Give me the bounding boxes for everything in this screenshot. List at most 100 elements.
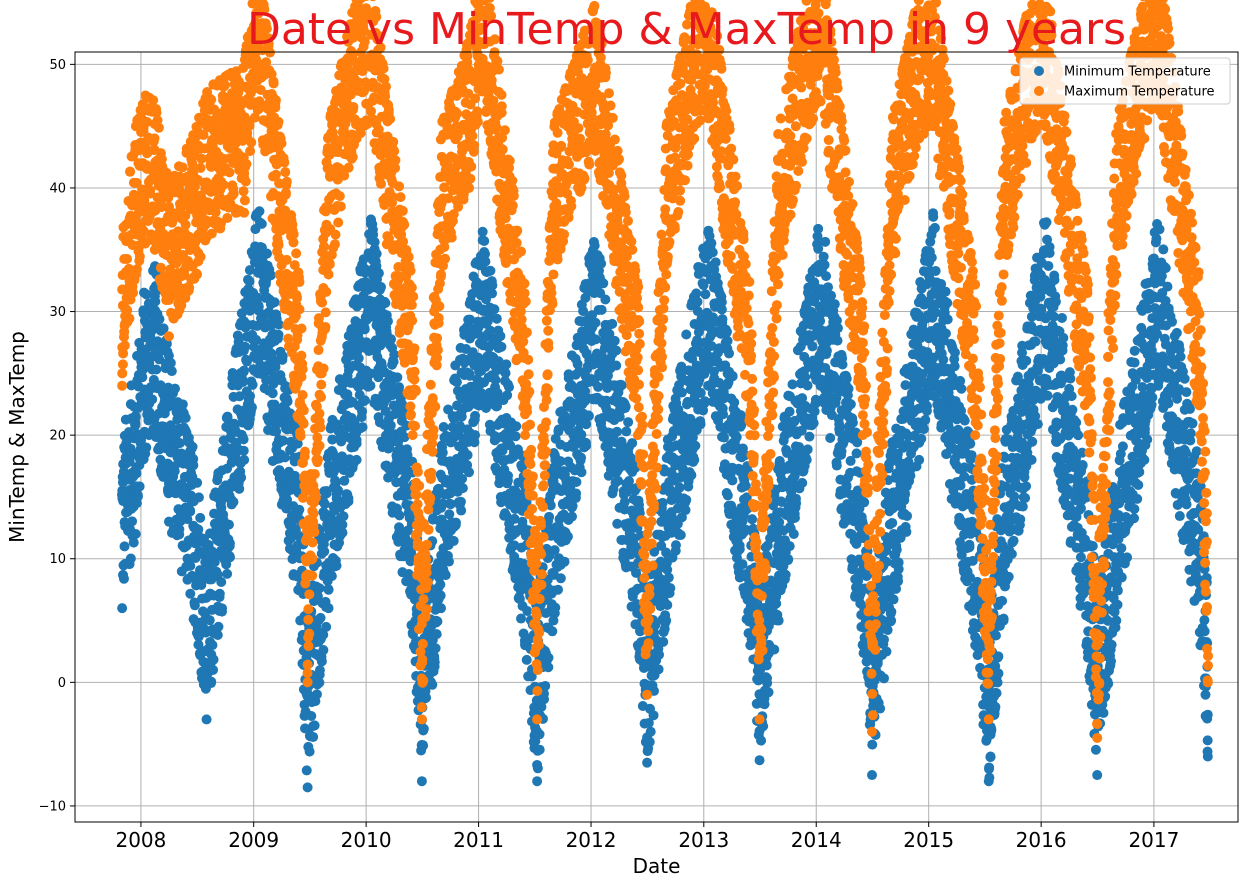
scatter-point — [611, 345, 622, 356]
scatter-point — [596, 258, 607, 269]
scatter-point — [676, 387, 687, 398]
scatter-point — [382, 316, 393, 327]
scatter-point — [238, 434, 249, 445]
scatter-point — [213, 621, 224, 632]
scatter-point — [771, 598, 782, 609]
scatter-point — [208, 664, 219, 675]
scatter-point — [942, 297, 953, 308]
scatter-point — [938, 354, 949, 365]
scatter-point — [304, 746, 315, 757]
scatter-point — [359, 324, 370, 335]
scatter-point — [1073, 430, 1084, 441]
scatter-point — [438, 422, 449, 433]
scatter-point — [267, 388, 278, 399]
scatter-point — [940, 286, 951, 297]
scatter-point — [1129, 513, 1140, 524]
scatter-point — [479, 235, 490, 246]
scatter-point — [165, 357, 176, 368]
scatter-point — [680, 505, 691, 516]
scatter-point — [621, 426, 632, 437]
scatter-point — [137, 372, 148, 383]
scatter-point — [333, 485, 344, 496]
scatter-point — [891, 544, 902, 555]
scatter-point — [956, 383, 967, 394]
scatter-point — [724, 348, 735, 359]
scatter-point — [348, 458, 359, 469]
scatter-point — [881, 646, 892, 657]
scatter-point — [763, 687, 774, 698]
scatter-point — [491, 313, 502, 324]
scatter-point — [727, 371, 738, 382]
scatter-point — [916, 433, 927, 444]
data-point — [642, 757, 653, 768]
scatter-point — [443, 556, 454, 567]
scatter-point — [216, 577, 227, 588]
scatter-point — [253, 301, 264, 312]
scatter-point — [1003, 571, 1014, 582]
scatter-point — [500, 368, 511, 379]
scatter-point — [901, 526, 912, 537]
scatter-point — [330, 475, 341, 486]
scatter-point — [1110, 622, 1121, 633]
scatter-point — [373, 268, 384, 279]
scatter-point — [421, 692, 432, 703]
scatter-point — [707, 247, 718, 258]
scatter-point — [1055, 354, 1066, 365]
scatter-point — [835, 422, 846, 433]
scatter-point — [611, 360, 622, 371]
scatter-point — [802, 380, 813, 391]
scatter-point — [654, 649, 665, 660]
scatter-point — [118, 573, 129, 584]
scatter-point — [900, 489, 911, 500]
scatter-point — [223, 519, 234, 530]
scatter-point — [1058, 332, 1069, 343]
scatter-point — [247, 379, 258, 390]
scatter-point — [1116, 572, 1127, 583]
data-point — [117, 603, 128, 614]
scatter-point — [819, 259, 830, 270]
scatter-point — [681, 494, 692, 505]
scatter-point — [825, 433, 836, 444]
scatter-point — [487, 280, 498, 291]
scatter-point — [648, 710, 659, 721]
scatter-point — [234, 483, 245, 494]
scatter-point — [502, 470, 513, 481]
scatter-point — [244, 391, 255, 402]
scatter-point — [800, 452, 811, 463]
scatter-point — [294, 504, 305, 515]
scatter-point — [571, 477, 582, 488]
scatter-point — [437, 447, 448, 458]
scatter-point — [553, 426, 564, 437]
scatter-point — [1112, 599, 1123, 610]
scatter-point — [596, 304, 607, 315]
scatter-point — [489, 304, 500, 315]
scatter-point — [769, 644, 780, 655]
scatter-point — [534, 744, 545, 755]
scatter-point — [920, 414, 931, 425]
scatter-point — [314, 665, 325, 676]
scatter-point — [893, 557, 904, 568]
scatter-point — [607, 318, 618, 329]
scatter-point — [430, 643, 441, 654]
scatter-point — [1020, 493, 1031, 504]
scatter-point — [356, 412, 367, 423]
scatter-point — [886, 606, 897, 617]
scatter-point — [256, 218, 267, 229]
scatter-point — [222, 568, 233, 579]
scatter-point — [949, 361, 960, 372]
scatter-point — [315, 612, 326, 623]
scatter-point — [966, 450, 977, 461]
scatter-point — [150, 296, 161, 307]
scatter-point — [1021, 481, 1032, 492]
scatter-point — [208, 654, 219, 665]
scatter-point — [686, 470, 697, 481]
scatter-point — [984, 772, 995, 783]
scatter-point — [644, 736, 655, 747]
scatter-point — [902, 510, 913, 521]
scatter-point — [158, 323, 169, 334]
data-point — [532, 776, 543, 787]
scatter-point — [756, 735, 767, 746]
scatter-point — [136, 435, 147, 446]
scatter-point — [674, 482, 685, 493]
